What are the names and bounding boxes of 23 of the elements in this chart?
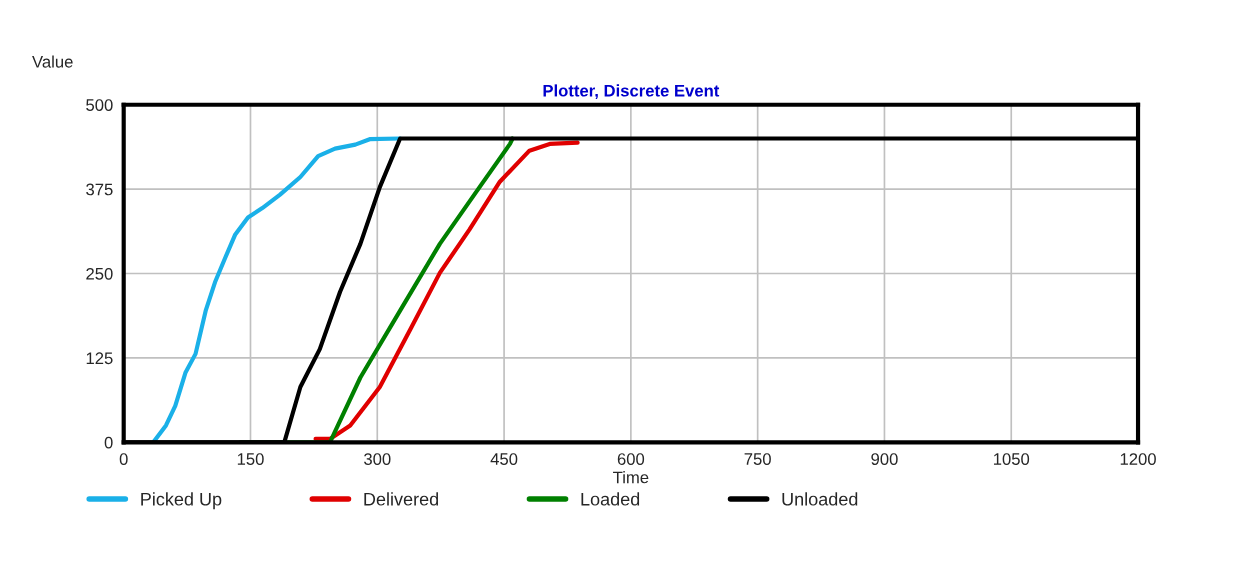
x-tick-label: 300 — [364, 453, 391, 465]
x-tick-label: 150 — [237, 453, 264, 465]
x-tick-label: 750 — [744, 453, 771, 465]
y-tick-label: 0 — [104, 436, 113, 449]
x-tick-label: 450 — [490, 453, 518, 465]
y-tick-label: 250 — [86, 267, 113, 280]
x-axis-title: Time — [613, 471, 649, 484]
chart-title: Plotter, Discrete Event — [543, 84, 720, 100]
x-tick-label: 900 — [871, 453, 898, 465]
y-tick-label: 500 — [86, 99, 113, 111]
y-tick-label: 375 — [86, 183, 113, 196]
legend-label: Loaded — [581, 492, 640, 506]
y-axis-title: Value — [32, 55, 73, 68]
x-tick-label: 0 — [119, 453, 128, 465]
x-tick-label: 1200 — [1120, 453, 1156, 465]
legend-label: Delivered — [364, 492, 439, 506]
y-tick-label: 125 — [86, 352, 113, 365]
x-tick-label: 1050 — [993, 453, 1030, 465]
line-series — [313, 140, 580, 442]
legend-label: Picked Up — [141, 492, 222, 510]
x-tick-label: 600 — [617, 453, 645, 465]
line-series — [151, 136, 403, 443]
legend-label: Unloaded — [782, 492, 858, 506]
